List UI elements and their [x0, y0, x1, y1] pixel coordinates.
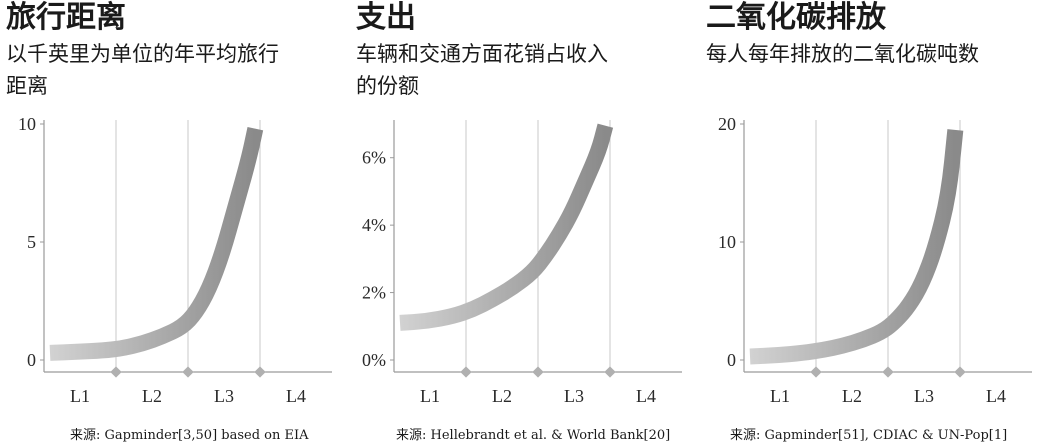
chart-title: 支出: [356, 0, 416, 35]
chart-source: 来源: Gapminder[51], CDIAC & UN-Pop[1]: [730, 428, 1008, 443]
panel-expenditure: 支出 车辆和交通方面花销占收入 的份额 0% 2% 4% 6% L1 L2 L3 L4 来源:…: [356, 0, 686, 443]
data-curve: [399, 123, 614, 331]
chart-subtitle: 以千英里为单位的年平均旅行 距离: [6, 42, 279, 98]
x-category-label: L3: [564, 386, 584, 406]
divider-marker: [954, 366, 966, 378]
chart-source: 来源: Gapminder[3,50] based on EIA: [70, 428, 309, 443]
x-category-label: L2: [142, 386, 162, 406]
y-tick-label: 5: [27, 232, 36, 252]
chart-title: 二氧化碳排放: [706, 0, 886, 35]
panel-co2-emissions: 二氧化碳排放 每人每年排放的二氧化碳吨数 0 10 20 L1 L2 L3 L4 来源: G…: [706, 0, 1036, 443]
chart-source: 来源: Hellebrandt et al. & World Bank[20]: [396, 428, 671, 443]
y-tick-label: 6%: [362, 148, 386, 168]
x-category-label: L2: [842, 386, 862, 406]
divider-marker: [810, 366, 822, 378]
x-category-label: L2: [492, 386, 512, 406]
y-tick-label: 0: [27, 350, 36, 370]
divider-marker: [110, 366, 122, 378]
divider-marker: [460, 366, 472, 378]
x-category-label: L1: [770, 386, 790, 406]
x-category-label: L4: [636, 386, 656, 406]
chart-title: 旅行距离: [6, 0, 126, 35]
y-tick-label: 0%: [362, 350, 386, 370]
data-curve: [749, 129, 964, 365]
divider-marker: [604, 366, 616, 378]
chart-subtitle: 每人每年排放的二氧化碳吨数: [706, 42, 979, 66]
x-category-label: L3: [214, 386, 234, 406]
panel-travel-distance: 旅行距离 以千英里为单位的年平均旅行 距离 0 5 10 L1 L2 L3 L4 来源: G…: [6, 0, 336, 443]
y-tick-label: 20: [718, 114, 736, 134]
divider-marker: [182, 366, 194, 378]
divider-marker: [532, 366, 544, 378]
chart-subtitle: 车辆和交通方面花销占收入 的份额: [356, 42, 608, 98]
data-curve: [49, 127, 264, 361]
divider-marker: [254, 366, 266, 378]
x-category-label: L3: [914, 386, 934, 406]
y-tick-label: 0: [727, 350, 736, 370]
x-category-label: L4: [986, 386, 1006, 406]
chart-expenditure: 0% 2% 4% 6% L1 L2 L3 L4: [362, 120, 682, 406]
y-tick-label: 2%: [362, 283, 386, 303]
y-tick-label: 4%: [362, 215, 386, 235]
y-tick-label: 10: [718, 232, 736, 252]
chart-co2-emissions: 0 10 20 L1 L2 L3 L4: [718, 114, 1032, 406]
divider-marker: [882, 366, 894, 378]
x-category-label: L1: [420, 386, 440, 406]
x-category-label: L4: [286, 386, 306, 406]
y-tick-label: 10: [18, 114, 36, 134]
chart-travel-distance: 0 5 10 L1 L2 L3 L4: [18, 114, 332, 406]
x-category-label: L1: [70, 386, 90, 406]
